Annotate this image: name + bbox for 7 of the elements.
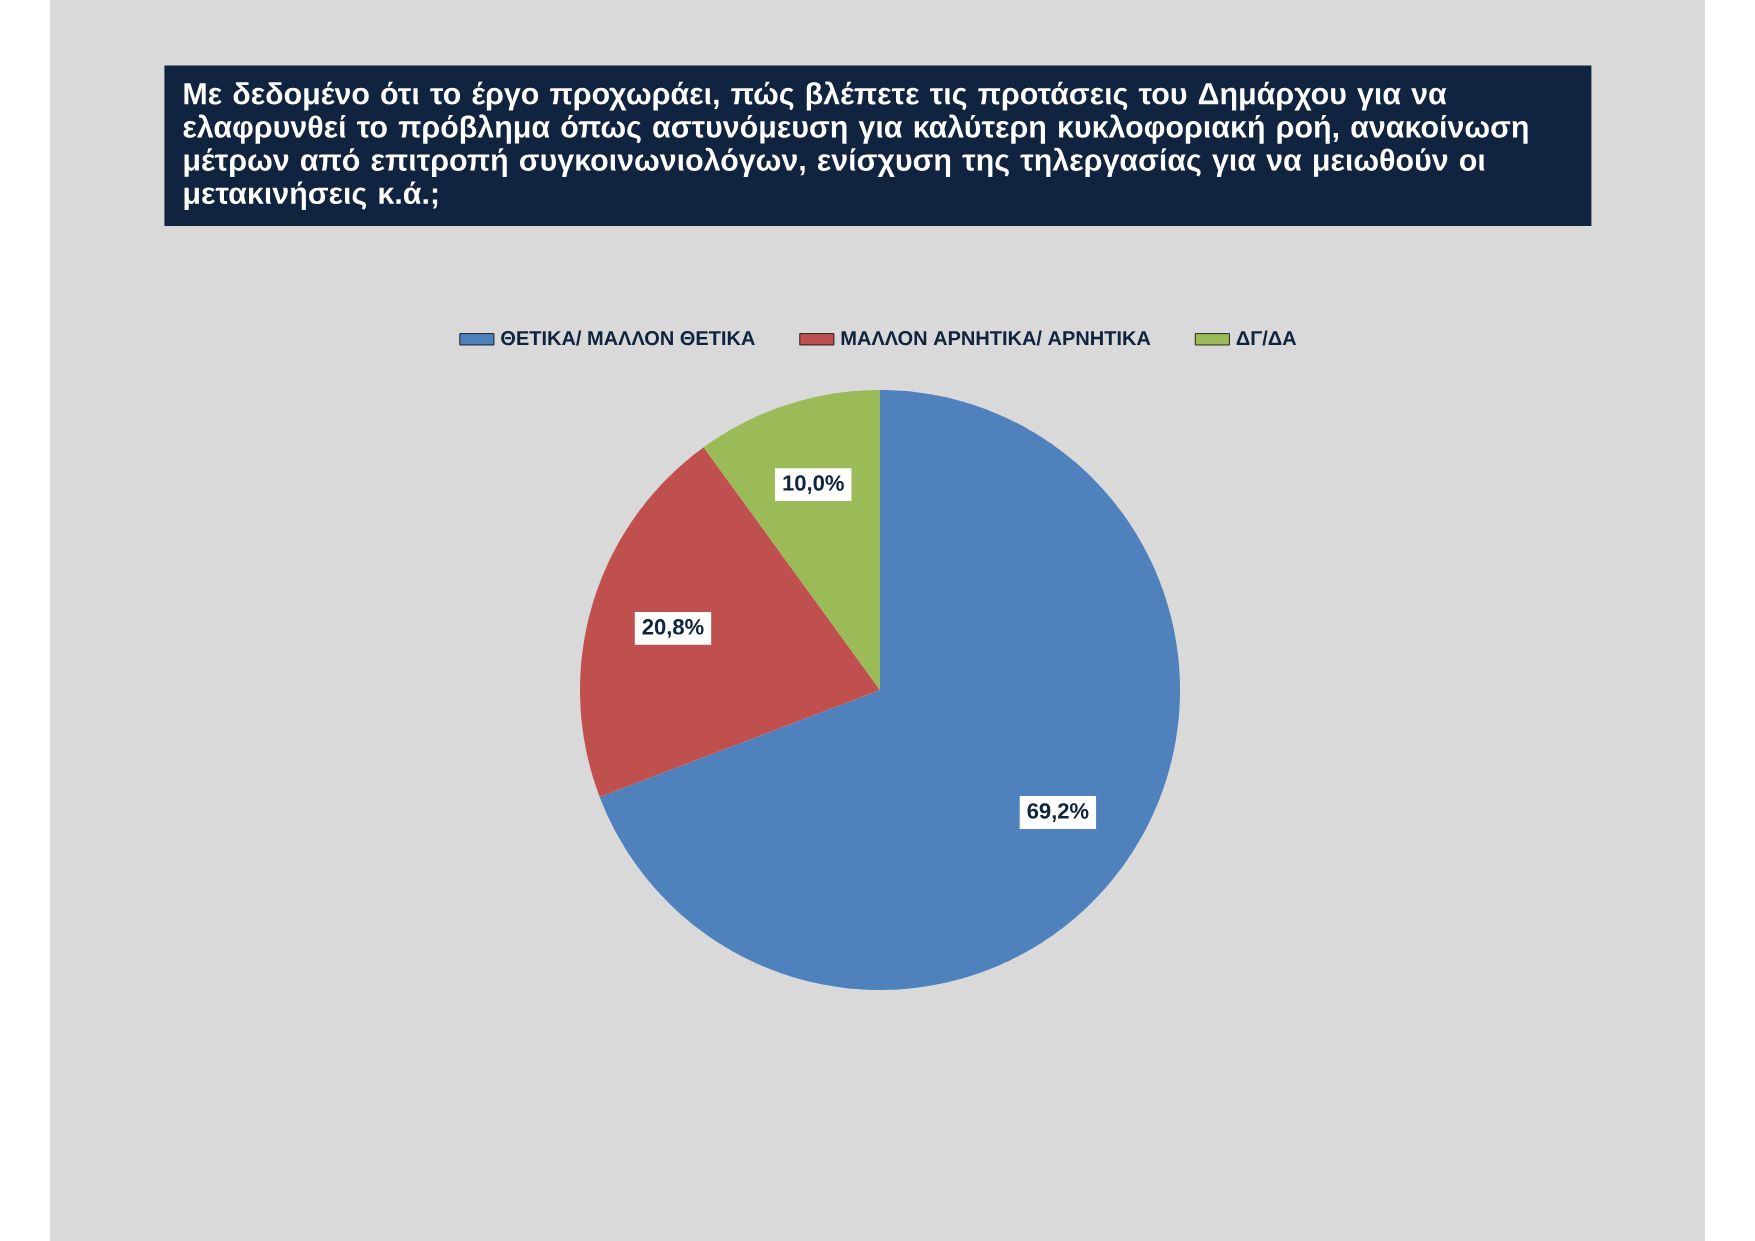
data-label: 69,2%	[1027, 803, 1089, 822]
legend-label: ΜΑΛΛΟΝ ΑΡΝΗΤΙΚΑ/ ΑΡΝΗΤΙΚΑ	[841, 330, 1151, 346]
legend-label: ΔΓ/ΔΑ	[1236, 330, 1297, 346]
data-label: 10,0%	[783, 475, 844, 494]
legend-label: ΘΕΤΙΚΑ/ ΜΑΛΛΟΝ ΘΕΤΙΚΑ	[501, 330, 755, 346]
data-label: 20,8%	[642, 619, 704, 638]
chart-title: Με δεδομένο ότι το έργο προχωράει, πώς βλέπετε τις προτάσεις του Δημάρχου για να ελαφρυνθεί το πρόβλημα όπως αστυνόμευση για καλύτερη κυκλοφοριακή ροή, ανακοίνωση μέτρων από επιτροπή συγκοινωνιολόγων, ενίσχυση της τηλεργασίας για να μειωθούν οι μετακινήσεις κ.ά.;	[183, 81, 1528, 211]
